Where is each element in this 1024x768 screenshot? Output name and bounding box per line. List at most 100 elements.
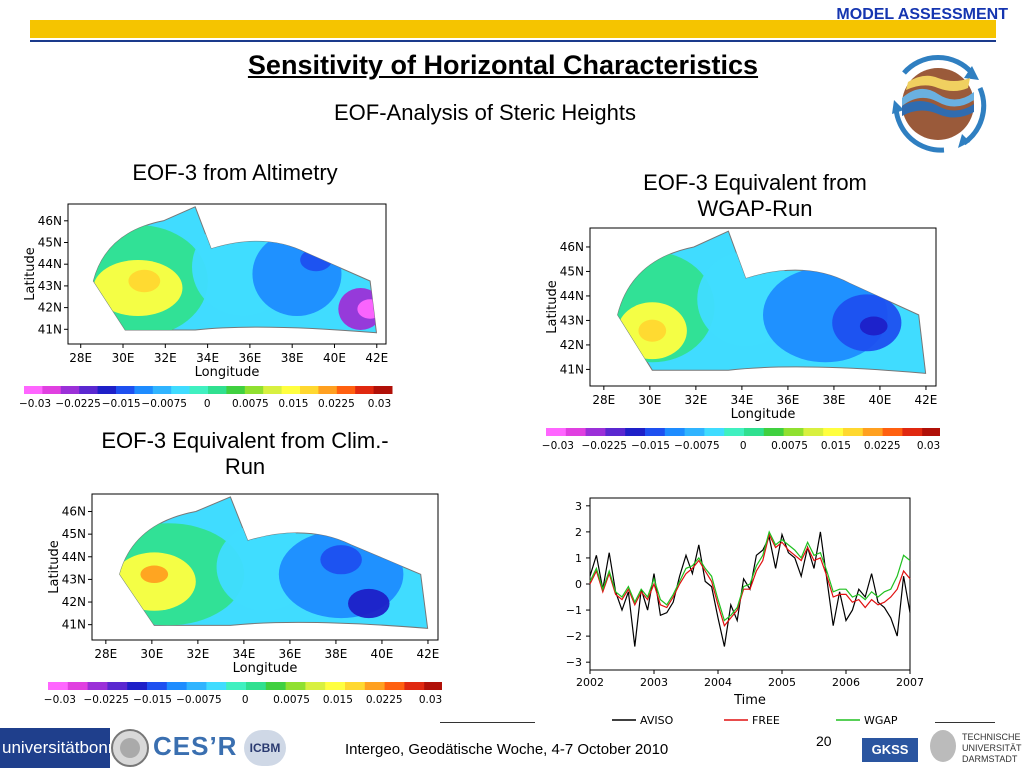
colorbar-swatch (565, 428, 587, 436)
legend-label: AVISO (640, 714, 674, 727)
colorbar-swatch (373, 386, 393, 394)
bonn-logo: universitätbonn (0, 728, 110, 768)
tud-logo-line3: DARMSTADT (962, 754, 1018, 764)
lon-tick-label: 42E (417, 647, 440, 661)
x-tick-label: 2005 (768, 676, 796, 689)
series-line-wgap (589, 530, 911, 622)
x-tick-label: 2004 (704, 676, 732, 689)
colorbar-swatch (263, 386, 283, 394)
colorbar-swatch (336, 386, 356, 394)
lat-tick-label: 41N (38, 322, 62, 336)
refresh-arrows-icon (893, 54, 987, 153)
colorbar-label: −0.0075 (674, 440, 720, 450)
altimetry-map: 46N 45N 44N 43N 42N 41N 28E 30E 32E 34E 36E 38E 40E 4… (19, 203, 393, 410)
lon-tick-label: 40E (869, 393, 892, 407)
colorbar-label: 0 (204, 398, 211, 410)
colorbar-label: −0.0225 (55, 398, 101, 410)
wgap-caption-line1: EOF-3 Equivalent from (643, 170, 867, 195)
lon-tick-label: 38E (281, 351, 304, 365)
colorbar-swatch (116, 386, 135, 394)
lon-tick-label: 32E (684, 393, 707, 407)
colorbar-swatch (166, 682, 188, 690)
clim-caption-line2: Run (224, 454, 266, 479)
cesr-logo: CES’R (153, 731, 238, 761)
colorbar-label: 0 (740, 440, 747, 450)
lat-tick-label: 44N (560, 289, 584, 303)
lat-tick-label: 42N (62, 595, 86, 609)
y-axis-label: Latitude (545, 280, 560, 334)
y-tick-label: 2 (575, 526, 582, 539)
colorbar-swatch (281, 386, 301, 394)
x-axis-label: Longitude (731, 407, 796, 422)
y-tick-label: 1 (575, 552, 582, 565)
colorbar-swatch (186, 682, 207, 690)
lon-tick-label: 28E (592, 393, 615, 407)
colorbar-swatch (704, 428, 725, 436)
lon-tick-label: 40E (371, 647, 394, 661)
colorbar-swatch (107, 682, 128, 690)
eof-contour (320, 545, 362, 575)
clim-caption: EOF-3 Equivalent from Clim.- Run (60, 428, 430, 480)
colorbar-label: −0.03 (19, 398, 51, 410)
colorbar-swatch (171, 386, 191, 394)
legend-label: FREE (752, 714, 780, 727)
colorbar-swatch (325, 682, 346, 690)
colorbar-swatch (24, 386, 43, 394)
lon-tick-label: 30E (140, 647, 163, 661)
lon-tick-label: 34E (196, 351, 219, 365)
colorbar-swatch (625, 428, 646, 436)
y-tick-label: 3 (575, 500, 582, 513)
lon-tick-label: 42E (365, 351, 388, 365)
colorbar-swatch (60, 386, 80, 394)
x-tick-label: 2007 (896, 676, 924, 689)
wgap-caption: EOF-3 Equivalent from WGAP-Run (590, 170, 920, 222)
y-tick-label: −2 (566, 630, 582, 643)
colorbar-label: 0.0075 (771, 440, 808, 450)
colorbar-label: −0.03 (44, 694, 76, 706)
colorbar-label: 0.015 (821, 440, 851, 450)
lat-tick-label: 45N (38, 236, 62, 250)
colorbar-swatch (384, 682, 405, 690)
y-axis-label: Latitude (47, 540, 62, 594)
colorbar-label: −0.015 (102, 398, 141, 410)
colorbar-swatch (922, 428, 940, 436)
colorbar-label: 0.03 (368, 398, 391, 410)
y-tick-label: −3 (566, 656, 582, 669)
colorbar-swatch (147, 682, 168, 690)
colorbar-swatch (208, 386, 227, 394)
colorbar-swatch (645, 428, 666, 436)
colorbar-swatch (226, 682, 247, 690)
colorbar-swatch (42, 386, 62, 394)
lon-tick-label: 38E (325, 647, 348, 661)
lon-tick-label: 32E (154, 351, 177, 365)
colorbar-label: −0.03 (542, 440, 574, 450)
colorbar-swatch (724, 428, 745, 436)
lat-tick-label: 43N (560, 313, 584, 327)
colorbar-swatch (244, 386, 264, 394)
project-logo (892, 54, 987, 153)
footer-rule-left (440, 722, 535, 723)
colorbar-swatch (585, 428, 606, 436)
colorbar-swatch (364, 682, 386, 690)
colorbar-label: 0.015 (323, 694, 353, 706)
tud-logo-line2: UNIVERSITÄT (962, 743, 1022, 753)
colorbar-swatch (285, 682, 306, 690)
clim-map: 46N 45N 44N 43N 42N 41N 28E 30E 32E 34E 36E 38E 40E 4… (44, 493, 442, 706)
colorbar-swatch (127, 682, 148, 690)
colorbar-swatch (318, 386, 338, 394)
colorbar-label: −0.015 (631, 440, 670, 450)
colorbar-label: 0.015 (278, 398, 308, 410)
colorbar-label: 0.0225 (318, 398, 355, 410)
colorbar-swatch (664, 428, 686, 436)
x-axis-label: Time (733, 693, 766, 708)
time-series-chart: 3 2 1 0 −1 −2 −3 2002 2003 2004 2005 2006 2007 Time AV… (566, 497, 924, 727)
colorbar-swatch (226, 386, 246, 394)
lon-tick-label: 30E (112, 351, 135, 365)
header-bar (30, 20, 996, 38)
colorbar-swatch (605, 428, 626, 436)
lat-tick-label: 46N (62, 505, 86, 519)
colorbar-swatch (305, 682, 326, 690)
y-tick-label: 0 (575, 578, 582, 591)
footer-rule-right (935, 722, 995, 723)
lat-tick-label: 45N (560, 264, 584, 278)
